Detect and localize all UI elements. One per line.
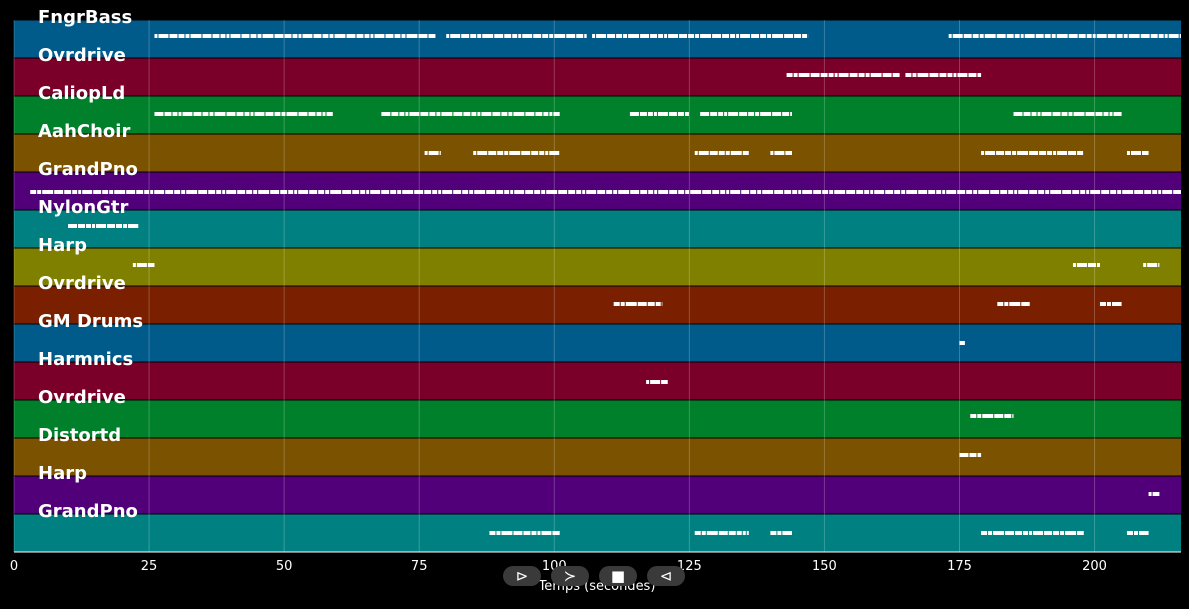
note-segment <box>700 112 792 116</box>
x-tick-label: 75 <box>411 559 428 574</box>
track-label: Harp <box>38 465 87 483</box>
track-label: Ovrdrive <box>38 275 126 293</box>
track-lane-6 <box>14 249 1181 286</box>
note-segment <box>770 531 792 535</box>
track-lane-0 <box>14 21 1181 58</box>
note-segment <box>489 531 559 535</box>
track-label: CaliopLd <box>38 85 125 103</box>
track-label: GrandPno <box>38 503 138 521</box>
track-lane-10 <box>14 401 1181 438</box>
track-label: Harp <box>38 237 87 255</box>
stop-button[interactable]: ■ <box>599 566 637 586</box>
note-segment <box>1100 302 1122 306</box>
note-segment <box>997 302 1029 306</box>
note-segment <box>473 151 559 155</box>
stop-icon: ■ <box>611 567 625 585</box>
forward-button[interactable]: ≻ <box>551 566 589 586</box>
track-label: NylonGtr <box>38 199 128 217</box>
note-segment <box>1149 492 1160 496</box>
note-segment <box>695 151 749 155</box>
track-lane-9 <box>14 363 1181 400</box>
x-tick-label: 175 <box>947 559 972 574</box>
track-lane-8 <box>14 325 1181 362</box>
x-tick-label: 50 <box>276 559 293 574</box>
forward-icon: ≻ <box>564 567 577 585</box>
track-label: GM Drums <box>38 313 143 331</box>
x-tick-label: 0 <box>10 559 18 574</box>
track-lane-5 <box>14 211 1181 248</box>
track-label: Ovrdrive <box>38 47 126 65</box>
track-lane-12 <box>14 477 1181 514</box>
note-segment <box>425 151 441 155</box>
back-button[interactable]: ⊲ <box>647 566 685 586</box>
note-segment <box>695 531 749 535</box>
track-label: Distortd <box>38 427 121 445</box>
track-label: Ovrdrive <box>38 389 126 407</box>
track-label: GrandPno <box>38 161 138 179</box>
play-icon: ⊳ <box>516 567 529 585</box>
note-segment <box>787 73 900 77</box>
track-lane-1 <box>14 59 1181 96</box>
track-lane-11 <box>14 439 1181 476</box>
x-tick-label: 150 <box>812 559 837 574</box>
note-segment <box>630 112 689 116</box>
track-label: AahChoir <box>38 123 130 141</box>
note-segment <box>1073 263 1100 267</box>
track-label: FngrBass <box>38 9 132 27</box>
note-segment <box>154 34 435 38</box>
note-segment <box>949 34 1181 38</box>
track-label: Harmnics <box>38 351 133 369</box>
note-segment <box>1143 263 1159 267</box>
back-icon: ⊲ <box>660 567 673 585</box>
note-segment <box>959 453 981 457</box>
note-segment <box>592 34 808 38</box>
x-tick-label: 200 <box>1082 559 1107 574</box>
note-segment <box>1127 531 1149 535</box>
note-segment <box>959 341 964 345</box>
x-tick-label: 25 <box>141 559 158 574</box>
play-button[interactable]: ⊳ <box>503 566 541 586</box>
